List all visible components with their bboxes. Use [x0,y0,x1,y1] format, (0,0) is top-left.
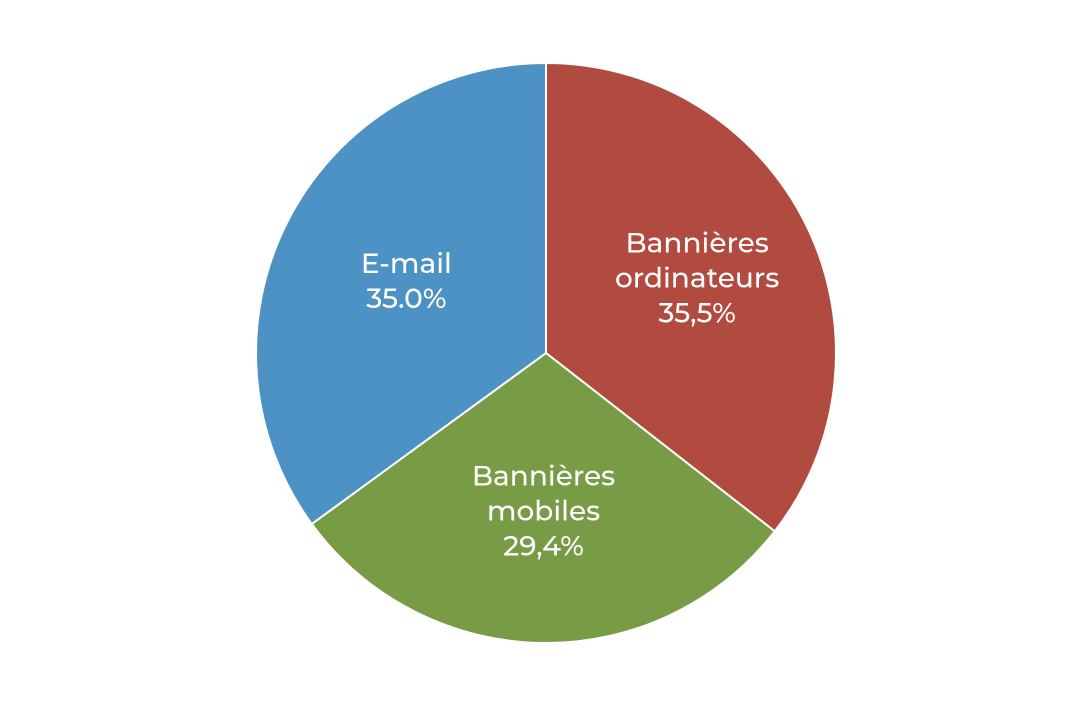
chart-stage: Bannières ordinateurs 35,5%Bannières mob… [0,0,1092,706]
pie-chart [0,0,1092,706]
